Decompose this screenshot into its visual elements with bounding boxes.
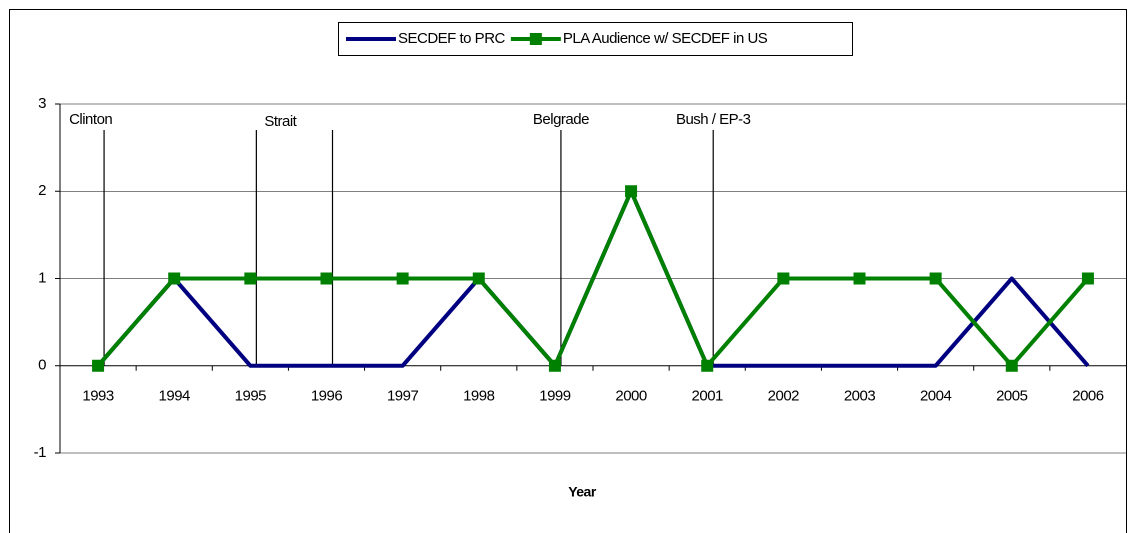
y-tick-label: -1 xyxy=(34,444,46,461)
series-marker xyxy=(625,185,638,198)
x-tick-label: 2006 xyxy=(1072,388,1104,405)
x-tick-label: 1998 xyxy=(463,388,495,405)
series-marker xyxy=(1081,272,1094,285)
x-tick-label: 2004 xyxy=(920,388,952,405)
legend-label: SECDEF to PRC xyxy=(398,30,506,47)
series-marker xyxy=(472,272,485,285)
x-axis-label: Year xyxy=(568,484,597,500)
x-tick-label: 1993 xyxy=(82,388,114,405)
x-tick-label: 2005 xyxy=(996,388,1028,405)
y-tick-label: 0 xyxy=(38,357,46,374)
series-marker xyxy=(853,272,866,285)
annotation: Bush / EP-3 xyxy=(676,111,751,128)
legend-marker xyxy=(529,33,542,45)
annotation: Clinton xyxy=(69,111,112,128)
y-tick-label: 1 xyxy=(38,269,46,286)
x-tick-label: 2001 xyxy=(692,388,724,405)
x-tick-label: 2002 xyxy=(768,388,800,405)
chart-border xyxy=(9,9,1127,533)
series-marker xyxy=(701,359,714,372)
series-marker xyxy=(548,359,561,372)
x-tick-label: 1996 xyxy=(311,388,343,405)
series-marker xyxy=(92,359,105,372)
annotation: Strait xyxy=(264,113,297,130)
series-marker xyxy=(929,272,942,285)
series-marker xyxy=(1005,359,1018,372)
annotation: Belgrade xyxy=(533,111,589,128)
x-tick-label: 2003 xyxy=(844,388,876,405)
x-tick-label: 1995 xyxy=(235,388,267,405)
x-tick-label: 1999 xyxy=(539,388,571,405)
x-tick-label: 1994 xyxy=(159,388,191,405)
legend-label: PLA Audience w/ SECDEF in US xyxy=(563,30,768,47)
x-tick-label: 2000 xyxy=(615,388,647,405)
x-tick-label: 1997 xyxy=(387,388,419,405)
series-line xyxy=(96,189,1090,368)
series-marker xyxy=(168,272,181,285)
legend-box xyxy=(338,22,853,56)
series-marker xyxy=(777,272,790,285)
y-tick-label: 2 xyxy=(38,182,46,199)
series-marker xyxy=(396,272,409,285)
series-marker xyxy=(244,272,257,285)
y-tick-label: 3 xyxy=(38,95,46,112)
series-marker xyxy=(320,272,333,285)
